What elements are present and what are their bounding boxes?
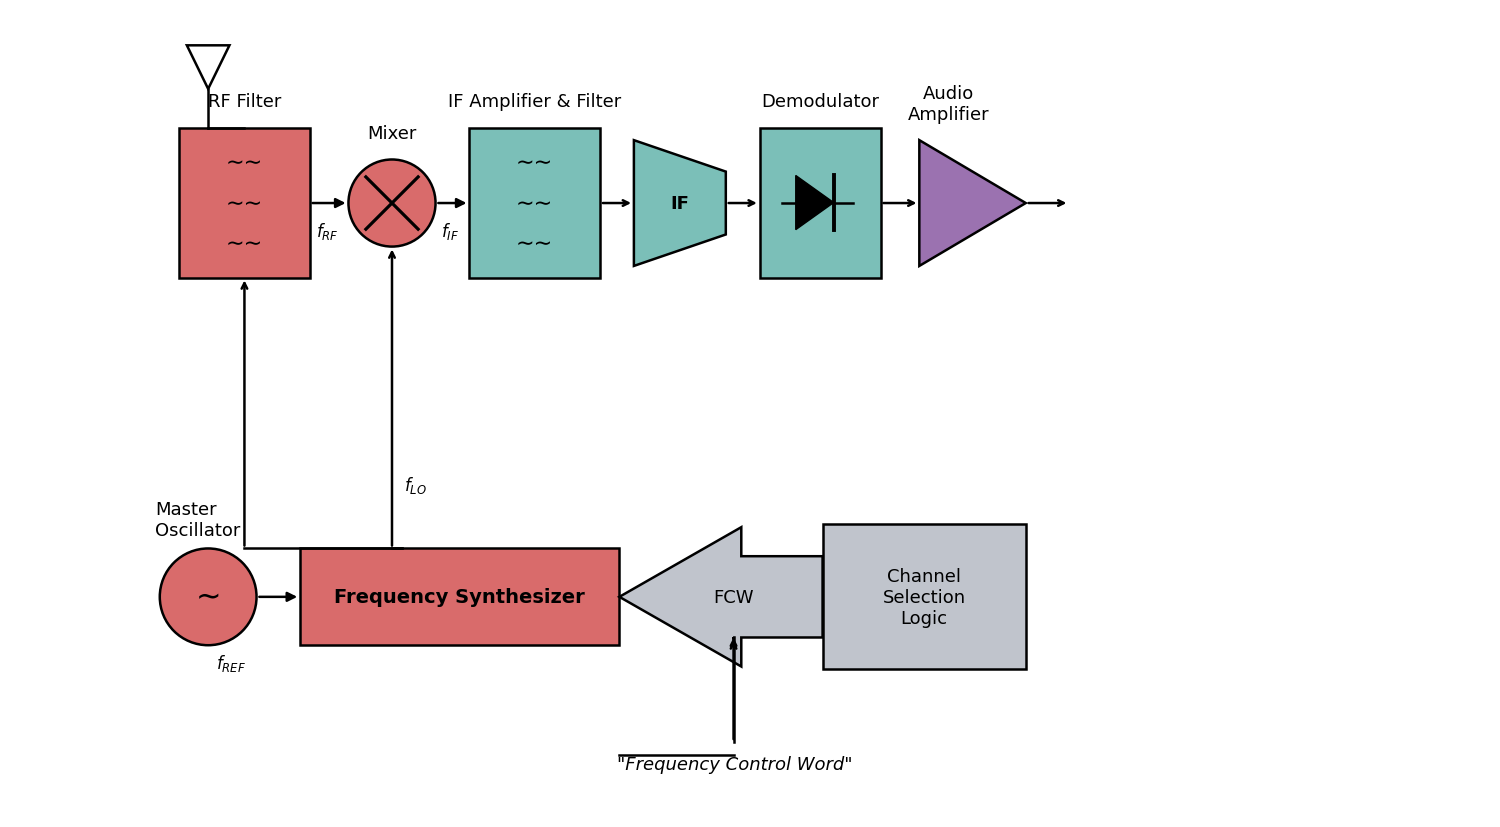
Text: Mixer: Mixer bbox=[368, 125, 417, 143]
Polygon shape bbox=[634, 141, 726, 266]
Text: ∼∼: ∼∼ bbox=[226, 194, 262, 213]
Text: $f_{LO}$: $f_{LO}$ bbox=[404, 475, 426, 495]
Ellipse shape bbox=[160, 549, 256, 645]
Text: $f_{RF}$: $f_{RF}$ bbox=[315, 221, 339, 242]
Text: ∼∼: ∼∼ bbox=[516, 234, 554, 254]
FancyBboxPatch shape bbox=[822, 524, 1026, 670]
Text: Demodulator: Demodulator bbox=[760, 93, 879, 111]
Text: ∼∼: ∼∼ bbox=[516, 153, 554, 173]
Text: Audio
Amplifier: Audio Amplifier bbox=[908, 85, 989, 123]
FancyBboxPatch shape bbox=[178, 128, 310, 278]
Polygon shape bbox=[620, 528, 822, 667]
FancyBboxPatch shape bbox=[300, 549, 620, 645]
Text: $f_{REF}$: $f_{REF}$ bbox=[216, 653, 246, 673]
Text: Frequency Synthesizer: Frequency Synthesizer bbox=[334, 588, 585, 607]
Text: Master
Oscillator: Master Oscillator bbox=[154, 500, 240, 539]
Text: Channel
Selection
Logic: Channel Selection Logic bbox=[882, 567, 966, 627]
Text: IF: IF bbox=[670, 195, 690, 213]
Text: IF Amplifier & Filter: IF Amplifier & Filter bbox=[448, 93, 621, 111]
Polygon shape bbox=[920, 141, 1026, 266]
Text: $f_{IF}$: $f_{IF}$ bbox=[441, 221, 459, 242]
Text: ∼∼: ∼∼ bbox=[226, 234, 262, 254]
FancyBboxPatch shape bbox=[759, 128, 880, 278]
Text: FCW: FCW bbox=[714, 588, 754, 606]
Text: ∼∼: ∼∼ bbox=[516, 194, 554, 213]
Text: ∼∼: ∼∼ bbox=[226, 153, 262, 173]
Ellipse shape bbox=[348, 160, 435, 247]
FancyBboxPatch shape bbox=[470, 128, 600, 278]
Text: RF Filter: RF Filter bbox=[209, 93, 280, 111]
Text: "Frequency Control Word": "Frequency Control Word" bbox=[618, 755, 854, 772]
Text: ∼: ∼ bbox=[195, 583, 220, 612]
Polygon shape bbox=[796, 176, 834, 231]
